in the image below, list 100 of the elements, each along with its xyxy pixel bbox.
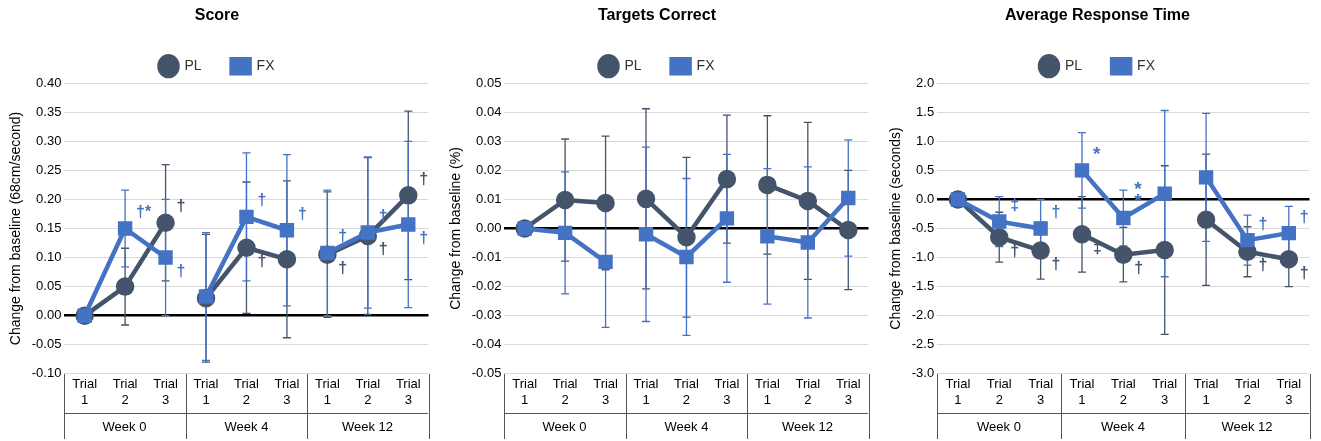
text: Week 4 <box>663 419 710 434</box>
y-tick-label: -1.5 <box>911 278 935 294</box>
data-label: † <box>257 252 267 270</box>
chart-title: Targets Correct <box>598 6 717 24</box>
data-label: † <box>378 240 388 258</box>
x-tick-label: Trial 1 <box>193 376 219 407</box>
y-tick-label: 0.05 <box>476 74 502 90</box>
data-label: ‡ <box>1010 195 1020 213</box>
y-tick-label: -0.04 <box>471 336 502 352</box>
x-tick-label: Trial 3 <box>714 376 740 407</box>
y-tick-label: 0.20 <box>36 191 62 207</box>
y-tick-label: 0.01 <box>476 191 502 207</box>
x-tick-label: Trial 2 <box>986 376 1012 407</box>
y-tick-label: 0.5 <box>916 161 935 177</box>
data-label: † <box>1299 207 1309 225</box>
x-tick-label: Trial 2 <box>795 376 821 407</box>
data-label: † <box>1051 254 1061 272</box>
data-label: † <box>1258 214 1268 232</box>
x-tick-label: Trial 1 <box>945 376 971 407</box>
data-label: † <box>1299 263 1309 281</box>
x-tick-label: Trial 1 <box>512 376 538 407</box>
y-tick-label: 0.25 <box>36 161 62 177</box>
x-tick-label: Trial 1 <box>72 376 98 407</box>
data-label: † <box>338 227 348 245</box>
x-tick-label: Trial 1 <box>754 376 780 407</box>
y-tick-label: 0.15 <box>36 220 62 236</box>
data-label: † <box>1010 241 1020 259</box>
x-tick-label: Trial 1 <box>1069 376 1095 407</box>
text: Week 4 <box>1100 419 1146 434</box>
x-tick-label: Trial 1 <box>314 376 340 407</box>
x-tick-label: Trial 3 <box>1028 376 1054 407</box>
y-tick-label: 1.0 <box>916 132 935 148</box>
x-tick-label: Trial 2 <box>234 376 259 407</box>
text: Week 4 <box>223 419 270 434</box>
y-tick-label: 2.0 <box>916 74 935 90</box>
x-tick-label: Trial 2 <box>674 376 699 407</box>
x-tick-label: Trial 3 <box>395 376 421 407</box>
y-tick-label: 0.00 <box>36 307 62 323</box>
data-label: † <box>176 197 186 215</box>
text: Week 12 <box>340 419 395 434</box>
data-label: † <box>297 204 307 222</box>
legend-label: PL <box>624 57 642 74</box>
data-label: † <box>1051 202 1061 220</box>
data-label: † <box>1258 256 1268 274</box>
x-tick-label: Trial 2 <box>355 376 381 407</box>
y-tick-label: -0.05 <box>31 336 62 352</box>
text: Week 12 <box>780 419 835 434</box>
y-tick-label: 0.05 <box>36 278 62 294</box>
data-label: †* <box>136 202 153 220</box>
data-label: * <box>1092 142 1101 164</box>
y-tick-label: -3.0 <box>911 365 935 381</box>
y-tick-label: 0.0 <box>916 191 935 207</box>
y-axis-title: Change from baseline (%) <box>447 147 464 310</box>
text: Week 0 <box>976 419 1022 434</box>
legend-label: FX <box>256 57 276 74</box>
y-tick-label: 0.00 <box>476 220 502 236</box>
text: Week 12 <box>1220 419 1274 434</box>
x-tick-label: Trial 3 <box>835 376 861 407</box>
x-tick-label: Trial 3 <box>1152 376 1178 407</box>
y-tick-label: -0.02 <box>471 278 502 294</box>
data-label: † <box>338 259 348 277</box>
y-tick-label: -2.0 <box>911 307 935 323</box>
y-axis-title: Change from baseline (68cm/second) <box>7 111 24 346</box>
x-tick-label: Trial 2 <box>112 376 138 407</box>
chart-title: Average Response Time <box>1005 6 1191 24</box>
y-tick-label: 0.40 <box>36 74 62 90</box>
x-tick-label: Trial 3 <box>153 376 179 407</box>
x-tick-label: Trial 1 <box>633 376 659 407</box>
y-tick-label: 0.30 <box>36 132 62 148</box>
y-tick-label: 0.03 <box>476 132 502 148</box>
y-tick-label: -0.03 <box>471 307 502 323</box>
x-tick-label: Trial 2 <box>552 376 578 407</box>
y-axis-title: Change from baseline (seconds) <box>887 127 904 330</box>
x-tick-label: Trial 2 <box>1110 376 1136 407</box>
y-tick-label: -0.01 <box>471 249 502 265</box>
y-tick-label: 1.5 <box>916 103 935 119</box>
legend-label: FX <box>1137 57 1156 74</box>
legend-label: PL <box>1064 57 1083 74</box>
data-label: † <box>176 261 186 279</box>
legend-label: PL <box>184 57 202 74</box>
data-label: † <box>419 228 429 246</box>
y-tick-label: 0.10 <box>36 249 62 265</box>
data-label: † <box>419 169 429 187</box>
y-tick-label: -0.5 <box>911 220 935 236</box>
data-label: † <box>257 191 267 209</box>
text: Week 0 <box>101 419 148 434</box>
chart-title: Score <box>194 6 240 24</box>
legend-label: FX <box>696 57 716 74</box>
y-tick-label: 0.35 <box>36 103 62 119</box>
x-tick-label: Trial 2 <box>1235 376 1260 407</box>
x-tick-label: Trial 1 <box>1193 376 1219 407</box>
y-tick-label: -0.05 <box>471 365 502 381</box>
x-tick-label: Trial 3 <box>593 376 619 407</box>
y-tick-label: 0.02 <box>476 161 502 177</box>
y-tick-label: 0.04 <box>476 103 502 119</box>
text: Week 0 <box>541 419 588 434</box>
y-tick-label: -2.5 <box>911 336 935 352</box>
y-tick-label: -0.10 <box>31 365 62 381</box>
data-label: † <box>1134 259 1144 277</box>
y-tick-label: -1.0 <box>911 249 935 265</box>
